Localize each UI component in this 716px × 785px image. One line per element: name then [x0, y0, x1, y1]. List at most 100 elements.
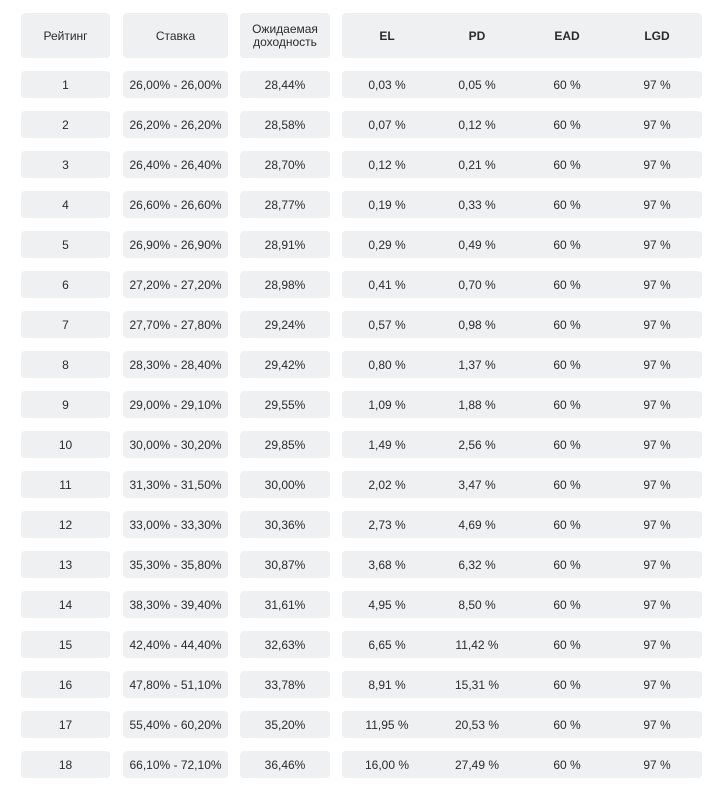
cell-expected-yield: 29,42%	[240, 351, 330, 378]
cell-rating: 6	[21, 271, 110, 298]
cell-lgd: 97 %	[643, 637, 671, 652]
cell-pd: 0,12 %	[458, 117, 496, 132]
cell-lgd: 97 %	[643, 517, 671, 532]
header-el: EL	[379, 28, 395, 43]
header-lgd: LGD	[644, 28, 670, 43]
cell-ead: 60 %	[553, 517, 581, 532]
cell-expected-yield: 30,87%	[240, 551, 330, 578]
cell-rating: 4	[21, 191, 110, 218]
metrics-group	[342, 151, 702, 178]
cell-rate: 29,00% - 29,10%	[123, 391, 228, 418]
header-rating: Рейтинг	[21, 13, 110, 58]
cell-lgd: 97 %	[643, 397, 671, 412]
metrics-group	[342, 191, 702, 218]
cell-rate: 27,20% - 27,20%	[123, 271, 228, 298]
cell-pd: 0,05 %	[458, 77, 496, 92]
cell-expected-yield: 28,77%	[240, 191, 330, 218]
cell-rate: 27,70% - 27,80%	[123, 311, 228, 338]
cell-expected-yield: 30,00%	[240, 471, 330, 498]
metrics-group	[342, 351, 702, 378]
cell-expected-yield: 28,70%	[240, 151, 330, 178]
metrics-group	[342, 471, 702, 498]
cell-el: 1,09 %	[368, 397, 406, 412]
cell-ead: 60 %	[553, 717, 581, 732]
cell-el: 0,80 %	[368, 357, 406, 372]
cell-ead: 60 %	[553, 237, 581, 252]
cell-ead: 60 %	[553, 597, 581, 612]
cell-pd: 8,50 %	[458, 597, 496, 612]
cell-rating: 13	[21, 551, 110, 578]
cell-rating: 14	[21, 591, 110, 618]
cell-expected-yield: 28,91%	[240, 231, 330, 258]
cell-ead: 60 %	[553, 117, 581, 132]
cell-pd: 0,33 %	[458, 197, 496, 212]
cell-el: 3,68 %	[368, 557, 406, 572]
cell-el: 11,95 %	[365, 717, 409, 732]
cell-el: 16,00 %	[364, 757, 410, 772]
cell-el: 0,19 %	[368, 197, 406, 212]
cell-rating: 1	[21, 71, 110, 98]
cell-expected-yield: 28,58%	[240, 111, 330, 138]
cell-el: 2,02 %	[368, 477, 406, 492]
cell-lgd: 97 %	[643, 277, 671, 292]
cell-ead: 60 %	[553, 317, 581, 332]
cell-rating: 10	[21, 431, 110, 458]
cell-ead: 60 %	[553, 397, 581, 412]
cell-rate: 38,30% - 39,40%	[123, 591, 228, 618]
metrics-group	[342, 311, 702, 338]
cell-lgd: 97 %	[643, 437, 671, 452]
cell-pd: 1,37 %	[458, 357, 496, 372]
cell-rating: 2	[21, 111, 110, 138]
cell-rate: 30,00% - 30,20%	[123, 431, 228, 458]
cell-lgd: 97 %	[643, 117, 671, 132]
cell-expected-yield: 31,61%	[240, 591, 330, 618]
header-pd: PD	[468, 28, 486, 43]
cell-pd: 0,21 %	[458, 157, 496, 172]
cell-ead: 60 %	[553, 437, 581, 452]
cell-lgd: 97 %	[643, 557, 671, 572]
cell-lgd: 97 %	[643, 197, 671, 212]
cell-el: 4,95 %	[368, 597, 406, 612]
cell-rating: 8	[21, 351, 110, 378]
metrics-group	[342, 271, 702, 298]
cell-lgd: 97 %	[643, 357, 671, 372]
cell-lgd: 97 %	[643, 477, 671, 492]
metrics-group	[342, 511, 702, 538]
cell-rating: 15	[21, 631, 110, 658]
metrics-group	[342, 391, 702, 418]
cell-ead: 60 %	[553, 197, 581, 212]
cell-rating: 16	[21, 671, 110, 698]
cell-rating: 5	[21, 231, 110, 258]
cell-el: 0,03 %	[368, 77, 406, 92]
cell-expected-yield: 28,98%	[240, 271, 330, 298]
cell-pd: 6,32 %	[458, 557, 496, 572]
cell-rate: 26,20% - 26,20%	[123, 111, 228, 138]
cell-pd: 0,98 %	[458, 317, 496, 332]
cell-ead: 60 %	[553, 157, 581, 172]
cell-expected-yield: 28,44%	[240, 71, 330, 98]
cell-lgd: 97 %	[643, 317, 671, 332]
cell-expected-yield: 29,55%	[240, 391, 330, 418]
metrics-group	[342, 431, 702, 458]
cell-lgd: 97 %	[643, 157, 671, 172]
cell-pd: 3,47 %	[458, 477, 496, 492]
cell-expected-yield: 29,85%	[240, 431, 330, 458]
cell-el: 2,73 %	[368, 517, 406, 532]
cell-rating: 7	[21, 311, 110, 338]
cell-lgd: 97 %	[643, 237, 671, 252]
metrics-group	[342, 591, 702, 618]
cell-pd: 27,49 %	[454, 757, 500, 772]
cell-rate: 26,90% - 26,90%	[123, 231, 228, 258]
cell-expected-yield: 36,46%	[240, 751, 330, 778]
cell-expected-yield: 29,24%	[240, 311, 330, 338]
metrics-group	[342, 751, 702, 778]
cell-rate: 26,60% - 26,60%	[123, 191, 228, 218]
metrics-group	[342, 231, 702, 258]
cell-el: 6,65 %	[368, 637, 406, 652]
header-expected-yield: Ожидаемая доходность	[240, 13, 330, 58]
cell-el: 0,29 %	[368, 237, 406, 252]
cell-pd: 4,69 %	[458, 517, 496, 532]
cell-lgd: 97 %	[643, 677, 671, 692]
cell-ead: 60 %	[553, 557, 581, 572]
metrics-group	[342, 111, 702, 138]
